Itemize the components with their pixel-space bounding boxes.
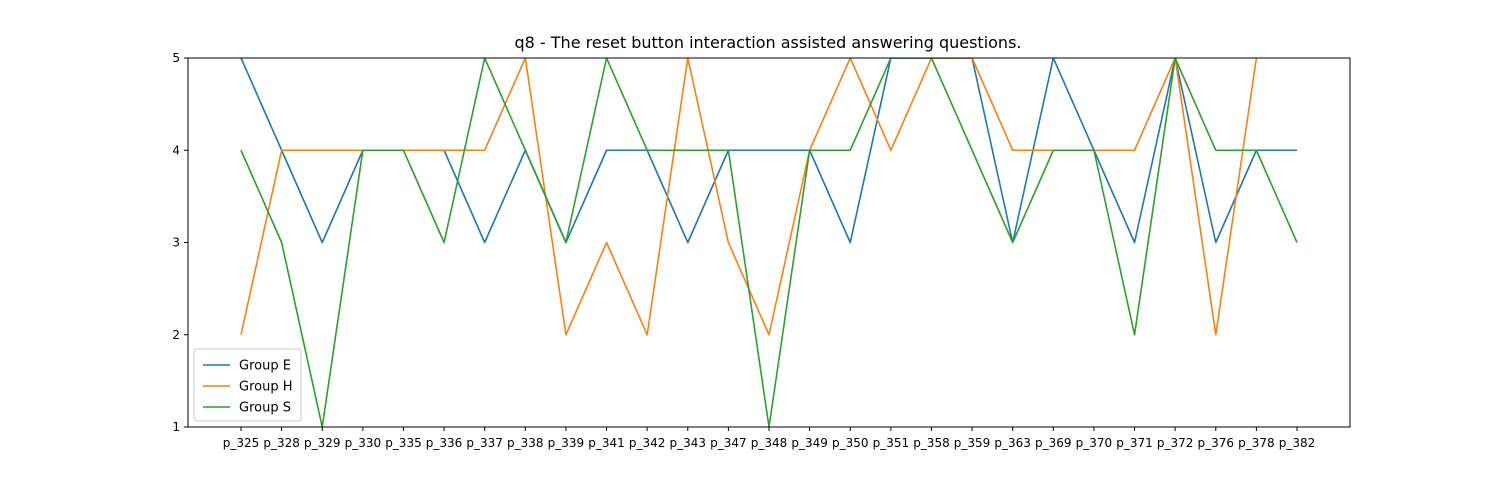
x-axis: p_325 p_328 p_329 p_330 p_335 p_336 p_337 p_338…: [223, 427, 1316, 450]
x-tick-label: p_330: [345, 436, 382, 450]
x-tick-label: p_363: [994, 436, 1031, 450]
x-tick-label: p_339: [548, 436, 585, 450]
x-tick-label: p_348: [751, 436, 788, 450]
legend-label: Group S: [239, 401, 291, 416]
x-tick-label: p_350: [832, 436, 869, 450]
x-tick-label: p_349: [791, 436, 828, 450]
x-tick-label: p_359: [954, 436, 991, 450]
x-tick-label: p_382: [1279, 436, 1316, 450]
x-tick-label: p_347: [710, 436, 747, 450]
x-tick-label: p_328: [263, 436, 300, 450]
y-tick-label: 4: [172, 143, 180, 157]
x-tick-label: p_378: [1238, 436, 1275, 450]
x-tick-label: p_351: [873, 436, 910, 450]
x-tick-label: p_376: [1198, 436, 1235, 450]
y-tick-label: 5: [172, 51, 180, 65]
plot-frame: [187, 57, 1351, 428]
x-tick-label: p_343: [670, 436, 707, 450]
x-tick-label: p_342: [629, 436, 666, 450]
x-tick-label: p_369: [1035, 436, 1072, 450]
x-tick-label: p_372: [1157, 436, 1194, 450]
y-tick-label: 2: [172, 328, 180, 342]
x-tick-label: p_358: [913, 436, 950, 450]
x-tick-label: p_341: [588, 436, 625, 450]
x-tick-label: p_335: [385, 436, 422, 450]
plot-area: [240, 58, 1298, 427]
y-tick-label: 1: [172, 420, 180, 434]
x-tick-label: p_325: [223, 436, 260, 450]
x-tick-label: p_338: [507, 436, 544, 450]
x-tick-label: p_336: [426, 436, 463, 450]
x-tick-label: p_329: [304, 436, 341, 450]
x-tick-label: p_370: [1076, 436, 1113, 450]
x-tick-label: p_337: [466, 436, 503, 450]
legend-box: [193, 348, 302, 422]
series-line-group-h: [240, 58, 1258, 336]
legend-label: Group H: [239, 380, 293, 395]
legend: Group E Group H Group S: [193, 348, 302, 422]
y-tick-label: 3: [172, 236, 180, 250]
chart-title: q8 - The reset button interaction assist…: [515, 33, 1022, 52]
y-axis: 1 2 3 4 5: [172, 51, 188, 434]
series-line-group-s: [240, 58, 1298, 427]
legend-label: Group E: [239, 359, 291, 374]
x-tick-label: p_371: [1116, 436, 1153, 450]
